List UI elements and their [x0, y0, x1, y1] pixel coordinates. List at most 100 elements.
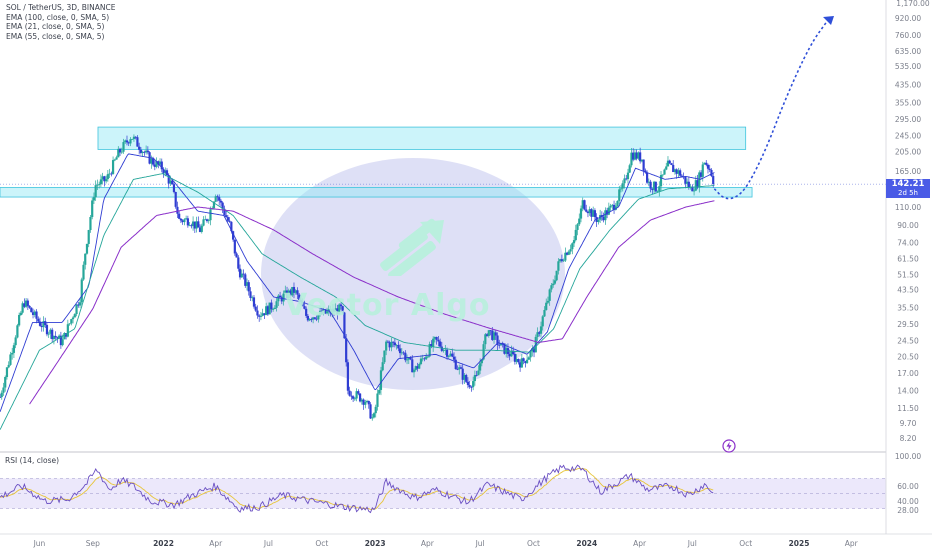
candle — [176, 201, 179, 219]
candle — [545, 298, 548, 311]
x-tick-label: Jun — [33, 539, 46, 548]
candle — [355, 388, 358, 402]
x-tick-label: Oct — [739, 539, 752, 548]
candle-body — [275, 301, 278, 308]
candle — [397, 341, 400, 352]
candle-body — [58, 335, 61, 339]
candle-body — [33, 311, 36, 315]
candle-body — [642, 159, 645, 171]
candle-body — [280, 297, 283, 302]
candle — [68, 323, 71, 326]
candle-body — [590, 209, 593, 217]
candle-body — [393, 342, 396, 346]
candle — [369, 402, 372, 420]
candle — [578, 213, 581, 227]
candle — [425, 353, 428, 361]
candle-body — [484, 334, 487, 345]
candle-body — [28, 305, 31, 308]
candle — [708, 164, 711, 173]
candle — [285, 286, 289, 300]
candle-body — [320, 310, 323, 315]
candle-body — [329, 309, 332, 314]
candle — [214, 194, 217, 203]
candle-body — [84, 253, 87, 265]
candle-body — [160, 161, 163, 170]
candle-body — [132, 136, 136, 139]
candle-body — [287, 290, 290, 299]
candle — [383, 350, 386, 365]
candle-body — [428, 344, 431, 357]
candle-body — [96, 184, 99, 186]
candle — [209, 206, 212, 226]
candle-body — [532, 348, 536, 353]
candle — [179, 217, 183, 224]
candle-body — [708, 168, 711, 170]
candle — [273, 305, 276, 310]
candle — [339, 302, 343, 310]
current-price: 142.21 — [891, 179, 925, 189]
candle-body — [402, 352, 405, 354]
candle-body — [409, 357, 412, 360]
candle — [592, 206, 595, 217]
rsi-tick-label: 28.00 — [897, 506, 919, 515]
candle-body — [661, 174, 664, 176]
candle-body — [345, 338, 348, 363]
candle — [352, 395, 355, 403]
candle-body — [538, 332, 541, 334]
candle — [412, 368, 416, 378]
candle-body — [317, 314, 320, 320]
candle — [485, 333, 489, 337]
candle-body — [118, 148, 122, 153]
candle-body — [225, 215, 228, 218]
candle-body — [673, 169, 677, 173]
candle-body — [430, 344, 433, 347]
candle — [564, 247, 567, 263]
candle — [197, 216, 200, 228]
candle — [484, 333, 487, 350]
candle — [473, 370, 476, 386]
y-tick-label: 20.50 — [897, 352, 919, 361]
lightning-icon[interactable] — [722, 439, 736, 453]
candle — [56, 336, 59, 343]
x-tick-label: 2023 — [365, 539, 386, 548]
candle — [619, 185, 623, 193]
candle — [291, 286, 294, 298]
candle — [423, 357, 426, 362]
candle-body — [677, 170, 680, 174]
candle — [318, 305, 322, 317]
candle-body — [185, 218, 188, 220]
y-tick-label: 635.00 — [895, 47, 921, 56]
candle-body — [35, 311, 38, 319]
candle — [553, 275, 557, 285]
candle — [238, 264, 242, 280]
legend-ema-100: EMA (100, close, 0, SMA, 5) — [6, 12, 110, 22]
candle-body — [259, 315, 263, 317]
candle-body — [47, 333, 50, 335]
candle-body — [501, 342, 504, 344]
candle-body — [312, 317, 315, 320]
y-tick-label: 74.00 — [897, 238, 919, 247]
candle — [92, 192, 96, 204]
candle-body — [574, 229, 577, 241]
candle — [680, 174, 683, 177]
candle-body — [463, 375, 466, 380]
candle — [405, 354, 409, 365]
candle — [103, 175, 106, 187]
candle — [407, 357, 410, 365]
candle-body — [498, 344, 501, 346]
candle-body — [376, 393, 379, 407]
y-tick-label: 245.00 — [895, 132, 921, 141]
candle-body — [265, 306, 268, 316]
candle — [263, 313, 266, 320]
x-tick-label: 2025 — [789, 539, 810, 548]
candle — [353, 396, 356, 402]
candle-body — [405, 359, 409, 361]
candle-body — [258, 315, 261, 317]
candle — [465, 373, 468, 384]
candle — [538, 330, 541, 337]
candle — [207, 218, 210, 224]
candle-body — [397, 344, 400, 349]
candle-body — [712, 176, 715, 185]
candle-body — [473, 375, 476, 382]
